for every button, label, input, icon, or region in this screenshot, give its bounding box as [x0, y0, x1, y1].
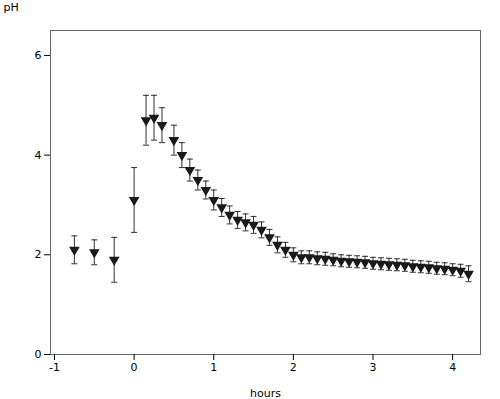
svg-text:6: 6	[35, 49, 42, 62]
svg-text:0: 0	[35, 348, 42, 361]
svg-text:-1: -1	[49, 361, 60, 374]
svg-text:2: 2	[290, 361, 297, 374]
svg-text:3: 3	[370, 361, 377, 374]
svg-text:2: 2	[35, 248, 42, 261]
svg-text:pH: pH	[4, 1, 19, 14]
svg-text:4: 4	[35, 149, 42, 162]
svg-text:0: 0	[131, 361, 138, 374]
svg-text:4: 4	[449, 361, 456, 374]
svg-text:1: 1	[210, 361, 217, 374]
svg-text:hours: hours	[250, 387, 281, 399]
